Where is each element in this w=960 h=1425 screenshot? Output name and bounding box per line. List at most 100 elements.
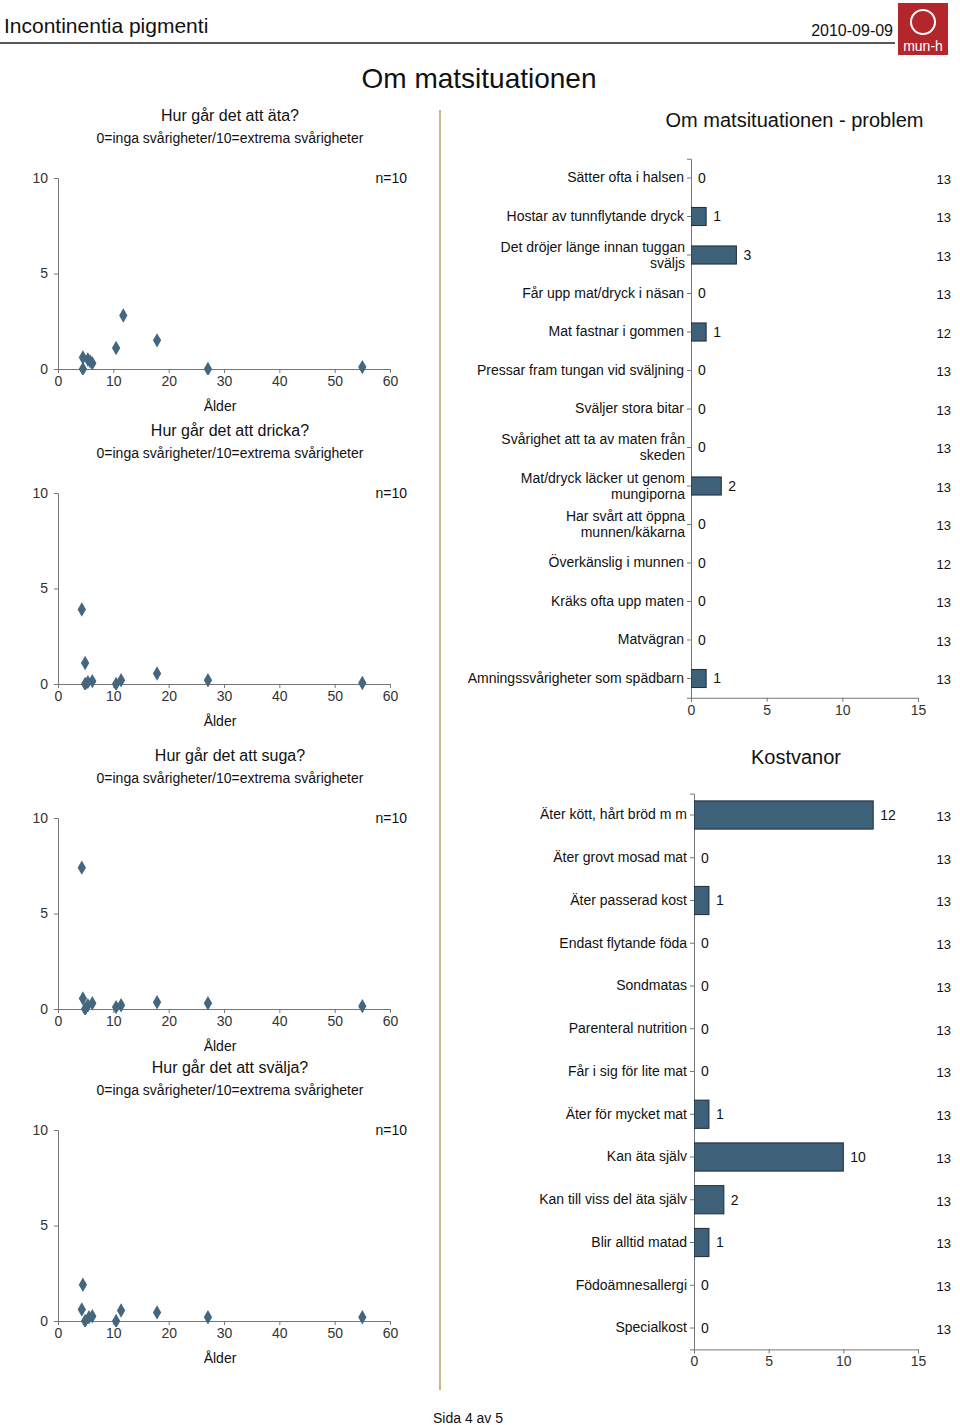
logo-text: mun-h <box>903 38 943 54</box>
tick: Kan till viss del äta själv <box>539 1191 694 1207</box>
scatter-chart: Hur går det att äta?0=inga svårigheter/1… <box>32 107 407 414</box>
count-label: 13 <box>937 1065 951 1080</box>
x-tick-label: 20 <box>161 688 177 704</box>
x-axis: 051015 <box>688 698 927 718</box>
point <box>78 860 86 874</box>
tick: 0 <box>55 1009 63 1029</box>
tick: 40 <box>272 1321 288 1341</box>
tick: 5 <box>40 1217 58 1233</box>
tick: 60 <box>383 1321 399 1341</box>
x-tick-label: 15 <box>911 702 927 718</box>
tick: 30 <box>217 684 233 704</box>
point <box>117 1303 125 1317</box>
y-tick-mark <box>54 178 58 179</box>
x-tick-label: 50 <box>327 688 343 704</box>
x-tick-label: 10 <box>106 1325 122 1341</box>
x-tick-label: 10 <box>106 373 122 389</box>
point <box>358 999 366 1013</box>
tick: 10 <box>836 1349 852 1369</box>
bar <box>691 169 692 187</box>
axis-line <box>687 159 692 698</box>
axis-line <box>54 819 59 1010</box>
count-label: 12 <box>937 326 951 341</box>
x-tick-label: 20 <box>161 1013 177 1029</box>
y-tick-mark <box>687 678 691 679</box>
category-label: Parenteral nutrition <box>569 1020 687 1036</box>
data-label: 3 <box>743 247 751 263</box>
tick: 40 <box>272 1009 288 1029</box>
tick: 15 <box>911 698 927 718</box>
category-label: Äter passerad kost <box>570 892 687 908</box>
tick: 5 <box>40 580 58 596</box>
point <box>117 673 125 687</box>
x-tick-label: 40 <box>272 1325 288 1341</box>
tick: 0 <box>40 1001 58 1017</box>
y-tick-label: 10 <box>32 1122 48 1138</box>
x-axis: 051015 <box>691 1349 927 1369</box>
y-tick-mark <box>687 563 691 564</box>
tick: 50 <box>327 684 343 704</box>
x-axis: 0102030405060 <box>55 369 399 389</box>
bar <box>694 1228 709 1256</box>
data-label: 1 <box>713 208 721 224</box>
count-label: 13 <box>937 287 951 302</box>
data-label: 0 <box>698 285 706 301</box>
x-tick-label: 0 <box>688 702 696 718</box>
y-tick-mark <box>690 1285 694 1286</box>
tick: Äter för mycket mat <box>566 1106 694 1122</box>
tick: 50 <box>327 1321 343 1341</box>
y-axis: Sätter ofta i halsenHostar av tunnflytan… <box>468 159 692 698</box>
category-label: Kan till viss del äta själv <box>539 1191 687 1207</box>
category-label: Mat/dryck läcker ut genommungiporna <box>521 470 685 502</box>
point <box>204 1310 212 1324</box>
tick: 40 <box>272 369 288 389</box>
bar-chart: Kostvanor051015Äter kött, hårt bröd m mÄ… <box>539 746 951 1369</box>
count-label: 13 <box>937 595 951 610</box>
category-label: Får upp mat/dryck i näsan <box>522 285 684 301</box>
point <box>204 996 212 1010</box>
category-label: Sätter ofta i halsen <box>567 169 684 185</box>
tick: 5 <box>40 265 58 281</box>
data-label: 1 <box>713 324 721 340</box>
y-tick-mark <box>54 589 58 590</box>
data-label: 0 <box>701 1320 709 1336</box>
x-tick-label: 15 <box>911 1353 927 1369</box>
bar <box>694 801 873 829</box>
x-tick-label: 60 <box>383 1013 399 1029</box>
point <box>81 656 89 670</box>
point <box>79 1278 87 1292</box>
bar <box>694 972 695 1000</box>
data-label: 2 <box>728 478 736 494</box>
y-tick-mark <box>690 1114 694 1115</box>
y-tick-label: 0 <box>40 361 48 377</box>
tick: Mat fastnar i gommen <box>549 323 691 339</box>
y-tick-label: 5 <box>40 905 48 921</box>
annotation: n=10 <box>375 485 407 501</box>
x-tick-label: 0 <box>55 373 63 389</box>
x-tick-label: 40 <box>272 1013 288 1029</box>
tick: 60 <box>383 369 399 389</box>
point <box>153 666 161 680</box>
category-label: Kan äta själv <box>607 1148 687 1164</box>
y-tick-mark <box>54 818 58 819</box>
x-axis-title: Ålder <box>204 398 237 414</box>
logo-box <box>898 3 948 55</box>
count-label: 13 <box>937 441 951 456</box>
bar <box>691 246 736 264</box>
y-tick-label: 5 <box>40 1217 48 1233</box>
data-label: 0 <box>701 850 709 866</box>
annotation: n=10 <box>375 1122 407 1138</box>
tick: Blir alltid matad <box>591 1234 694 1250</box>
data-label: 0 <box>701 978 709 994</box>
count-label: 13 <box>937 894 951 909</box>
x-tick-label: 10 <box>835 702 851 718</box>
x-tick-label: 5 <box>765 1353 773 1369</box>
point <box>153 1305 161 1319</box>
page: Incontinentia pigmenti2010-09-09mun-hOm … <box>0 0 960 1425</box>
bar <box>691 515 692 533</box>
tick: 10 <box>32 810 58 826</box>
tick: Får i sig för lite mat <box>568 1063 694 1079</box>
plot-area <box>694 801 873 1257</box>
x-tick-label: 10 <box>836 1353 852 1369</box>
y-axis: Äter kött, hårt bröd m mÄter grovt mosad… <box>539 794 694 1350</box>
